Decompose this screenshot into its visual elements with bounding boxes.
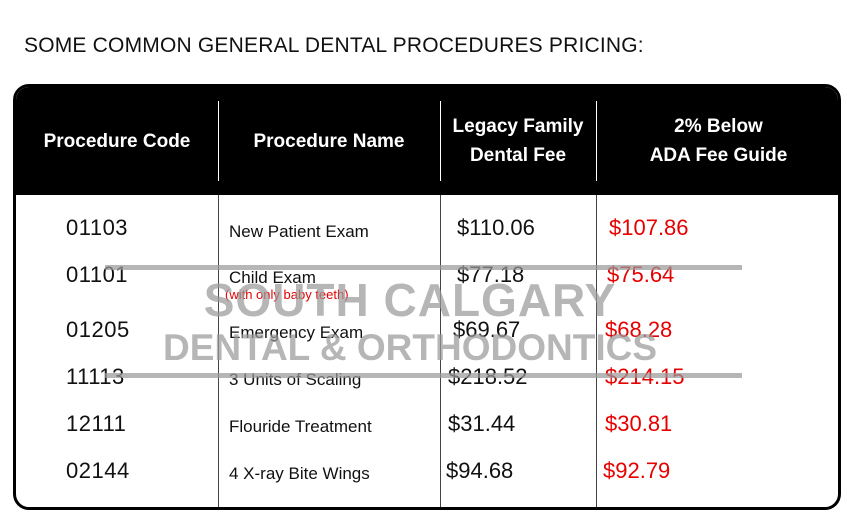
legacy-fee: $218.52 <box>448 364 528 389</box>
procedure-name: Emergency Exam <box>229 323 364 342</box>
ada-fee: $92.79 <box>603 458 671 483</box>
ada-fee: $75.64 <box>607 262 675 287</box>
procedure-code: 12111 <box>66 411 127 436</box>
ada-fee: $214.15 <box>605 364 685 389</box>
legacy-fee: $110.06 <box>457 215 535 240</box>
pricing-table: Procedure Code Procedure Name Legacy Fam… <box>13 84 841 510</box>
procedure-code: 01103 <box>66 215 129 240</box>
legacy-fee: $94.68 <box>446 458 514 483</box>
procedure-code: 02144 <box>66 458 130 483</box>
header-procedure-code-label: Procedure Code <box>43 130 191 152</box>
legacy-fee: $31.44 <box>448 411 516 436</box>
header-divider <box>218 101 219 181</box>
header-ada-fee-line1: 2% Below <box>674 116 763 137</box>
ada-fee: $107.86 <box>609 215 689 240</box>
procedure-name: Flouride Treatment <box>229 417 372 436</box>
column-divider <box>596 195 597 507</box>
header-legacy-fee-line1: Legacy Family <box>452 116 584 137</box>
procedure-code: 01205 <box>66 317 130 342</box>
procedure-code: 11113 <box>66 364 125 389</box>
header-procedure-code: Procedure Code <box>16 87 218 195</box>
procedure-code: 01101 <box>66 262 129 287</box>
procedure-note: (with only baby teeth) <box>225 287 349 302</box>
page-title: SOME COMMON GENERAL DENTAL PROCEDURES PR… <box>24 34 644 57</box>
procedure-name: 4 X-ray Bite Wings <box>229 464 370 483</box>
header-legacy-fee: Legacy Family Dental Fee <box>440 87 596 195</box>
header-procedure-name: Procedure Name <box>218 87 440 195</box>
table-header: Procedure Code Procedure Name Legacy Fam… <box>16 87 838 195</box>
procedure-name: 3 Units of Scaling <box>229 370 362 389</box>
header-ada-fee: 2% Below ADA Fee Guide <box>596 87 838 195</box>
legacy-fee: $69.67 <box>453 317 521 342</box>
header-ada-fee-line2: ADA Fee Guide <box>649 145 788 166</box>
column-divider <box>218 195 219 507</box>
header-procedure-name-label: Procedure Name <box>253 130 405 152</box>
column-divider <box>440 195 441 507</box>
ada-fee: $30.81 <box>605 411 673 436</box>
procedure-name: Child Exam <box>229 268 316 287</box>
legacy-fee: $77.18 <box>457 262 525 287</box>
header-divider <box>440 101 441 181</box>
header-legacy-fee-line2: Dental Fee <box>469 145 567 166</box>
header-divider <box>596 101 597 181</box>
ada-fee: $68.28 <box>605 317 673 342</box>
procedure-name: New Patient Exam <box>229 222 369 241</box>
